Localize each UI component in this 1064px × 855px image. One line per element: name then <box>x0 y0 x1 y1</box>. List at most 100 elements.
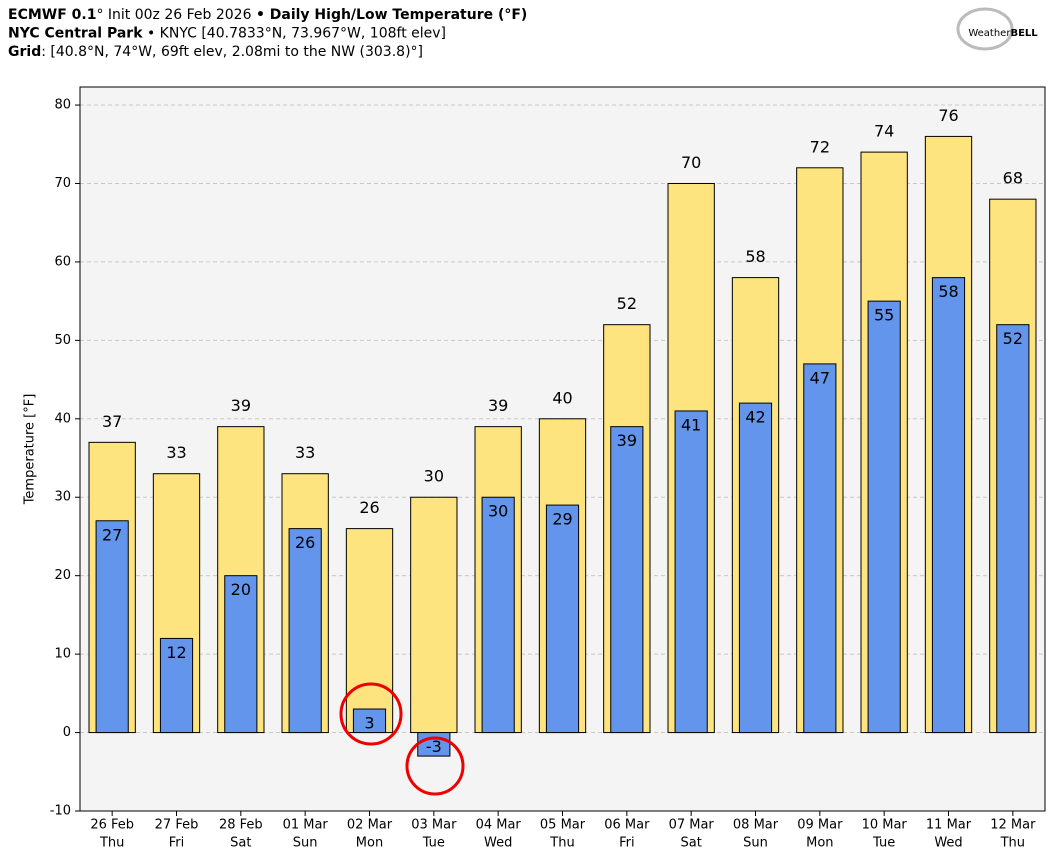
x-tick-label: Wed <box>934 836 962 851</box>
value-label: 40 <box>552 388 572 407</box>
x-tick-label: 06 Mar <box>604 818 650 833</box>
bar <box>545 504 580 734</box>
value-label: 52 <box>1003 329 1023 348</box>
highlight-circle <box>339 682 403 746</box>
bar <box>345 528 394 734</box>
x-tick-label: Thu <box>99 836 124 851</box>
header-segment: Grid <box>8 44 41 60</box>
value-label: 39 <box>488 396 508 415</box>
bar <box>867 300 901 734</box>
bar <box>410 496 458 734</box>
y-axis-label: Temperature [°F] <box>23 394 38 506</box>
logo-text: WeatherBELL <box>968 28 1038 39</box>
value-label: 26 <box>295 533 315 552</box>
value-label: -3 <box>426 737 442 756</box>
y-tick-label: 70 <box>54 176 71 191</box>
bar <box>95 520 129 734</box>
x-tick-label: 02 Mar <box>347 818 393 833</box>
logo-prefix: Weather <box>968 28 1011 39</box>
value-label: 55 <box>874 306 894 325</box>
x-tick-label: Fri <box>619 836 635 851</box>
bar <box>352 708 387 734</box>
x-tick-label: 09 Mar <box>797 818 843 833</box>
x-tick-label: Tue <box>422 836 445 851</box>
x-tick-label: 11 Mar <box>926 818 972 833</box>
header-segment: ° Init 00z 26 Feb 2026 <box>96 7 255 23</box>
x-tick-label: Sun <box>293 836 318 851</box>
value-label: 20 <box>231 580 251 599</box>
value-label: 68 <box>1003 169 1023 188</box>
x-tick-label: Tue <box>872 836 895 851</box>
value-label: 27 <box>102 525 122 544</box>
header-segment: : [40.8°N, 74°W, 69ft elev, 2.08mi to th… <box>41 44 423 60</box>
header-line: Grid: [40.8°N, 74°W, 69ft elev, 2.08mi t… <box>8 44 423 60</box>
value-label: 76 <box>938 106 958 125</box>
y-tick-label: 20 <box>54 568 71 583</box>
value-label: 74 <box>874 122 894 141</box>
value-label: 58 <box>938 282 958 301</box>
bar <box>610 426 644 734</box>
bar <box>674 410 708 734</box>
x-tick-label: 10 Mar <box>862 818 908 833</box>
y-tick-label: 80 <box>54 98 71 113</box>
x-tick-label: 28 Feb <box>219 818 263 833</box>
header-segment: • KNYC [40.7833°N, 73.967°W, 108ft elev] <box>143 26 447 42</box>
x-tick-label: 12 Mar <box>990 818 1036 833</box>
logo-swirl <box>956 7 1014 51</box>
header-segment: • Daily High/Low Temperature (°F) <box>256 7 527 23</box>
x-tick-label: 27 Feb <box>155 818 199 833</box>
bar <box>481 496 515 734</box>
x-tick-label: Thu <box>549 836 574 851</box>
value-label: 72 <box>810 137 830 156</box>
logo-suffix: BELL <box>1010 28 1038 39</box>
value-label: 37 <box>102 412 122 431</box>
y-tick-label: -10 <box>50 804 71 819</box>
x-tick-label: 05 Mar <box>540 818 586 833</box>
header: ECMWF 0.1° Init 00z 26 Feb 2026 • Daily … <box>8 7 527 60</box>
bar <box>931 277 966 734</box>
x-tick-label: 08 Mar <box>733 818 779 833</box>
value-label: 30 <box>488 502 508 521</box>
header-segment: NYC Central Park <box>8 26 143 42</box>
x-tick-label: Thu <box>1000 836 1025 851</box>
x-tick-label: Mon <box>806 836 833 851</box>
value-label: 30 <box>424 467 444 486</box>
y-tick-label: 50 <box>54 333 71 348</box>
x-tick-label: Sat <box>681 836 702 851</box>
logo: WeatherBELL <box>956 7 1038 51</box>
value-label: 29 <box>552 510 572 529</box>
bar <box>159 637 194 734</box>
value-label: 41 <box>681 415 701 434</box>
value-label: 26 <box>359 498 379 517</box>
x-tick-label: 04 Mar <box>476 818 522 833</box>
y-tick-label: 10 <box>54 647 71 662</box>
value-label: 33 <box>295 443 315 462</box>
value-label: 39 <box>231 396 251 415</box>
x-tick-label: 01 Mar <box>283 818 329 833</box>
x-tick-label: Sun <box>743 836 768 851</box>
value-label: 52 <box>617 294 637 313</box>
value-label: 33 <box>166 443 186 462</box>
highlight-circle <box>405 736 465 796</box>
value-label: 47 <box>810 368 830 387</box>
y-tick-label: 40 <box>54 411 71 426</box>
x-tick-label: Sat <box>230 836 251 851</box>
x-tick-label: Mon <box>356 836 383 851</box>
header-line: ECMWF 0.1° Init 00z 26 Feb 2026 • Daily … <box>8 7 527 23</box>
value-label: 3 <box>364 714 374 733</box>
value-label: 70 <box>681 153 701 172</box>
bar <box>803 363 837 734</box>
bar <box>996 324 1030 734</box>
value-label: 42 <box>745 408 765 427</box>
header-segment: ECMWF 0.1 <box>8 7 96 23</box>
x-tick-label: 07 Mar <box>669 818 715 833</box>
value-label: 12 <box>166 643 186 662</box>
y-tick-label: 30 <box>54 490 71 505</box>
x-tick-label: 03 Mar <box>411 818 457 833</box>
bar <box>738 402 773 734</box>
y-tick-label: 0 <box>63 725 71 740</box>
bar <box>288 528 322 734</box>
bar <box>224 575 258 734</box>
x-tick-label: Fri <box>169 836 185 851</box>
